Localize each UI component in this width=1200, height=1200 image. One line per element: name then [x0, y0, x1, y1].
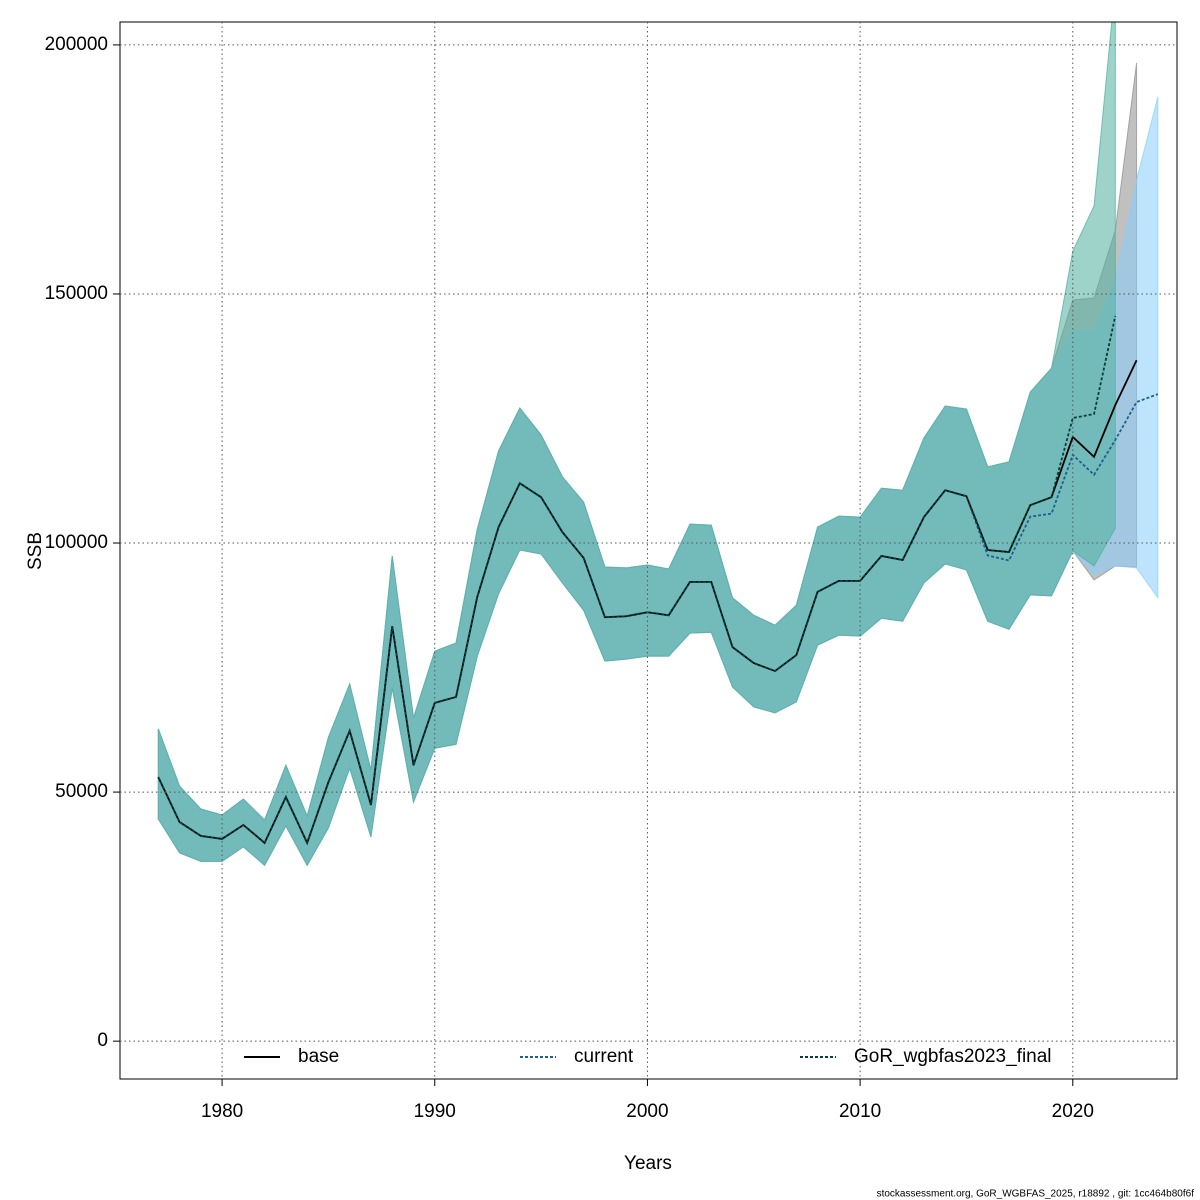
y-tick-label: 50000: [55, 781, 108, 802]
x-tick-label: 2000: [626, 1101, 668, 1122]
legend-label: GoR_wgbfas2023_final: [854, 1046, 1052, 1067]
legend-label: base: [298, 1046, 339, 1067]
y-tick-label: 200000: [45, 34, 108, 55]
x-tick-label: 1990: [414, 1101, 456, 1122]
confidence-band: [157, 22, 1116, 867]
y-tick-label: 0: [97, 1030, 108, 1051]
series-line: [157, 315, 1117, 846]
legend-label: current: [574, 1046, 634, 1067]
plot-frame: [119, 21, 1178, 1080]
y-axis-label: SSB: [25, 532, 46, 570]
x-axis-label: Years: [624, 1153, 672, 1174]
y-tick-label: 150000: [45, 283, 108, 304]
plot-area: [157, 22, 1159, 867]
x-tick-label: 2010: [839, 1101, 881, 1122]
footer: stockassessment.org, GoR_WGBFAS_2025, r1…: [877, 1189, 1195, 1200]
x-tick-label: 1980: [201, 1101, 243, 1122]
y-tick-label: 100000: [45, 532, 108, 553]
x-tick-label: 2020: [1052, 1101, 1094, 1122]
